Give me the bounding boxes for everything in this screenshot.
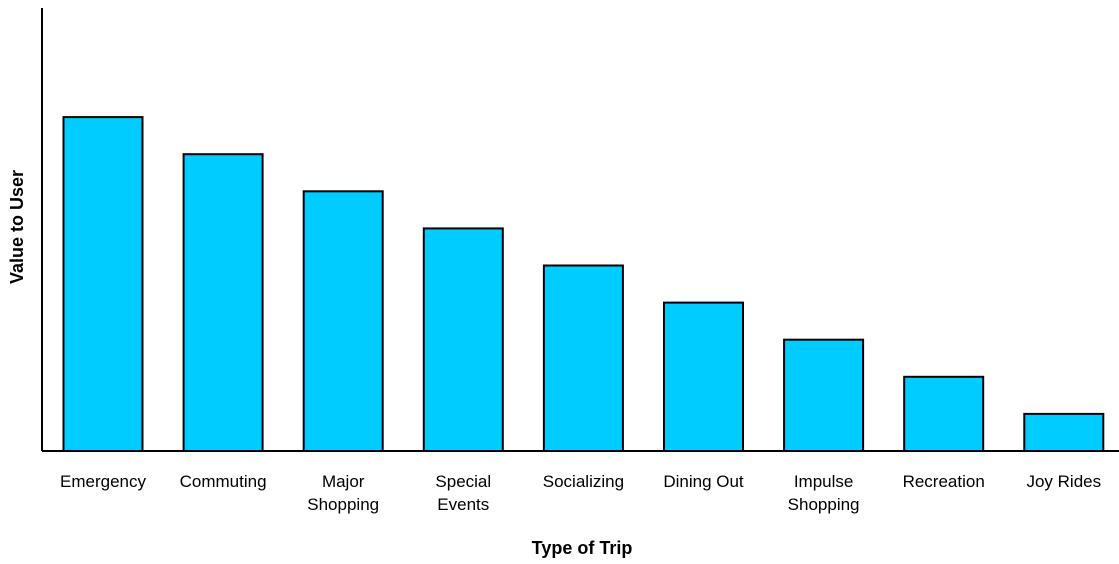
x-tick-labels: Emergency Commuting Major Shopping Special Ev… <box>60 472 1101 514</box>
x-tick-label-line: Impulse <box>794 472 854 491</box>
x-tick-label-1: Commuting <box>180 472 267 491</box>
x-tick-label-line: Recreation <box>903 472 985 491</box>
bar-8 <box>1023 412 1105 452</box>
x-tick-label-7: Recreation <box>903 472 985 491</box>
bar-0 <box>62 116 144 452</box>
x-tick-label-4: Socializing <box>543 472 624 491</box>
bars-group <box>62 116 1105 453</box>
x-tick-label-line: Shopping <box>788 495 860 514</box>
x-tick-label-line: Joy Rides <box>1026 472 1101 491</box>
x-tick-label-3: Special Events <box>435 472 491 514</box>
x-tick-label-line: Events <box>437 495 489 514</box>
x-tick-label-line: Dining Out <box>663 472 744 491</box>
y-axis-title: Value to User <box>7 170 27 284</box>
bar-3 <box>422 227 504 452</box>
bar-1 <box>182 153 264 452</box>
bar-5 <box>663 301 744 452</box>
x-axis-title: Type of Trip <box>532 538 633 558</box>
x-tick-label-5: Dining Out <box>663 472 744 491</box>
x-tick-label-line: Shopping <box>307 495 379 514</box>
bar-7 <box>903 375 985 452</box>
bar-2 <box>302 190 384 453</box>
x-tick-label-line: Emergency <box>60 472 146 491</box>
x-tick-label-line: Socializing <box>543 472 624 491</box>
bar-6 <box>783 338 865 453</box>
x-tick-label-0: Emergency <box>60 472 146 491</box>
x-tick-label-6: Impulse Shopping <box>788 472 860 514</box>
x-tick-label-line: Commuting <box>180 472 267 491</box>
x-tick-label-2: Major Shopping <box>307 472 379 514</box>
x-tick-label-line: Special <box>435 472 491 491</box>
bar-4 <box>542 264 624 452</box>
x-tick-label-8: Joy Rides <box>1026 472 1101 491</box>
x-tick-label-line: Major <box>322 472 365 491</box>
